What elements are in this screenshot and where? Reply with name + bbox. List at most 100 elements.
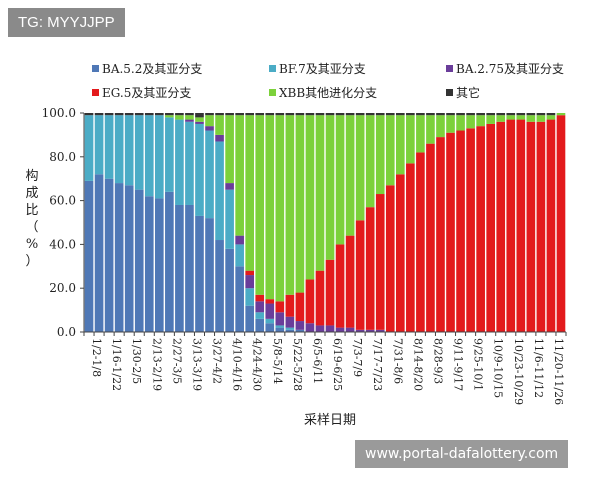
bar-segment xyxy=(195,215,204,332)
bar-segment xyxy=(165,117,174,192)
bar-segment xyxy=(235,244,244,267)
bar-segment xyxy=(355,115,365,221)
x-tick-label: 9/11-9/17 xyxy=(452,338,465,391)
bar-segment xyxy=(516,113,526,116)
bar-segment xyxy=(315,325,325,332)
bar-segment xyxy=(215,141,224,241)
bar-segment xyxy=(546,115,556,120)
bar-segment xyxy=(446,115,455,133)
bar-segment xyxy=(215,115,224,135)
bar-segment xyxy=(275,312,285,326)
bar-segment xyxy=(315,115,325,271)
legend-label: EG.5及其亚分支 xyxy=(102,86,191,100)
x-tick-label: 7/3-7/9 xyxy=(351,338,364,377)
bar-segment xyxy=(345,235,355,328)
legend-label: BA.2.75及其亚分支 xyxy=(456,62,564,76)
bar-segment xyxy=(165,115,174,118)
y-axis: 0.0 20.0 40.0 60.0 80.0 100.0 xyxy=(42,106,85,339)
bar-segment xyxy=(205,126,214,131)
bar-segment xyxy=(355,113,365,116)
bar-segment xyxy=(225,189,234,249)
bar-segment xyxy=(175,119,184,205)
bar-segment xyxy=(385,113,395,116)
x-tick-label: 1/30-2/5 xyxy=(130,338,143,384)
bar-segment xyxy=(406,163,415,332)
bar-segment xyxy=(305,115,315,280)
bar-segment xyxy=(195,123,204,216)
bar-segment xyxy=(516,119,526,332)
bar-segment xyxy=(185,115,194,120)
bar-segment xyxy=(144,113,154,116)
bar-segment xyxy=(275,115,285,302)
bar-segment xyxy=(496,115,506,122)
bar-segment xyxy=(426,143,435,332)
x-tick-label: 5/22-5/28 xyxy=(291,338,304,391)
x-tick-label: 10/9-10/15 xyxy=(492,338,505,398)
bar-segment xyxy=(456,115,465,131)
bar-segment xyxy=(345,115,355,236)
bar-segment xyxy=(114,115,124,184)
bar-segment xyxy=(235,115,244,236)
bar-segment xyxy=(466,128,475,332)
bar-segment xyxy=(285,115,295,295)
bar-segment xyxy=(365,329,375,332)
bar-segment xyxy=(285,316,295,328)
bar-segment xyxy=(325,325,335,332)
bar-segment xyxy=(345,113,355,116)
bar-segment xyxy=(265,323,275,332)
bar-segment xyxy=(265,299,275,304)
bar-segment xyxy=(265,113,275,116)
bar-segment xyxy=(215,134,224,142)
legend-swatch xyxy=(446,89,453,96)
bar-segment xyxy=(325,113,335,116)
bar-segment xyxy=(255,312,265,319)
bar-segment xyxy=(365,207,375,330)
bar-segment xyxy=(456,113,465,116)
legend-swatch xyxy=(269,89,276,96)
bar-segment xyxy=(416,152,425,332)
bar-segment xyxy=(245,115,255,271)
bar-segment xyxy=(375,329,385,332)
bar-segment xyxy=(436,115,445,138)
bar-segment xyxy=(345,327,355,332)
bar-segment xyxy=(235,113,244,116)
legend-swatch xyxy=(92,65,99,72)
y-axis-label: 构成比（%） xyxy=(25,169,38,269)
bar-segment xyxy=(436,113,445,116)
bar-segment xyxy=(416,113,425,116)
bar-segment xyxy=(275,325,285,328)
y-tick-label: 20.0 xyxy=(49,281,76,295)
bar-segment xyxy=(506,113,516,116)
y-tick-label: 60.0 xyxy=(49,194,76,208)
bar-segment xyxy=(225,248,234,332)
bar-segment xyxy=(285,327,295,330)
bar-segment xyxy=(446,132,455,332)
bar-segment xyxy=(305,323,315,332)
bar-segment xyxy=(255,115,265,295)
bar-segment xyxy=(335,115,345,245)
bar-segment xyxy=(546,119,556,332)
bar-segment xyxy=(335,113,345,116)
x-tick-label: 8/28-9/3 xyxy=(431,338,444,384)
bar-segment xyxy=(154,115,164,199)
bar-segment xyxy=(436,137,445,332)
legend-label: BA.5.2及其亚分支 xyxy=(102,62,202,76)
x-tick-label: 5/8-5/14 xyxy=(271,338,284,384)
x-tick-label: 7/31-8/6 xyxy=(391,338,404,384)
x-tick-label: 1/2-1/8 xyxy=(90,338,103,377)
bar-segment xyxy=(185,119,194,122)
bar-segment xyxy=(305,113,315,116)
bar-segment xyxy=(154,198,164,332)
legend-swatch xyxy=(446,65,453,72)
bar-segment xyxy=(295,329,305,332)
bar-segment xyxy=(486,113,496,116)
bar-segment xyxy=(185,113,194,116)
bar-segment xyxy=(205,218,214,332)
bar-segment xyxy=(245,288,255,306)
bar-segment xyxy=(165,191,174,332)
x-tick-label: 1/16-1/22 xyxy=(110,338,123,391)
y-tick-label: 100.0 xyxy=(42,106,76,120)
bar-plot-area xyxy=(84,113,566,332)
bar-segment xyxy=(84,180,94,332)
bar-segment xyxy=(476,113,485,116)
